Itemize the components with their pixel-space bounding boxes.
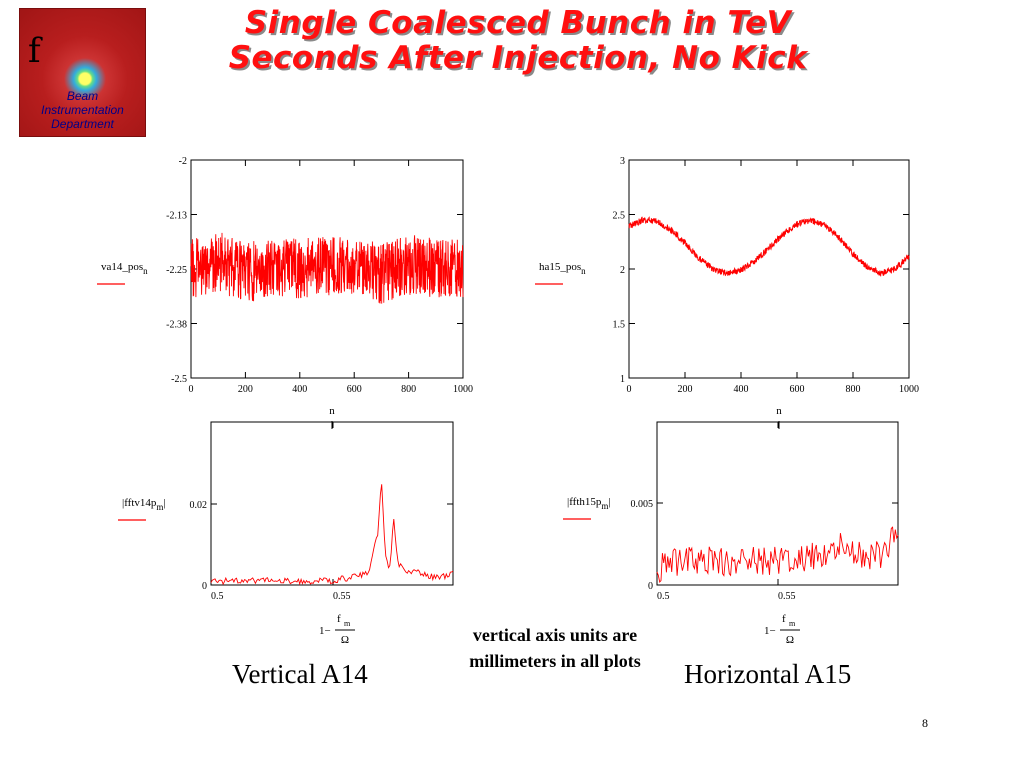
y-tick-label: 0.005 — [631, 499, 654, 510]
caption-horizontal: Horizontal A15 — [684, 659, 852, 689]
chart-3: 0.5 0.550.020|fftv14pm|1−f mΩ — [118, 421, 454, 646]
x-tick-label: 0.55 — [333, 591, 351, 602]
y-axis-label-name: va14_pos — [101, 261, 143, 273]
y-axis-label-name: ha15_pos — [539, 261, 581, 273]
x-tick-label: 0 — [189, 384, 194, 395]
x-tick-label: 200 — [238, 384, 253, 395]
x-axis-label-subscript: m — [789, 619, 796, 628]
y-axis-label: |ffth15pm| — [567, 496, 611, 511]
y-axis-label-name: ffth15p — [569, 496, 602, 508]
y-axis-label-subscript: n — [143, 266, 148, 276]
plot-frame — [210, 421, 454, 586]
y-tick-label: 0.02 — [190, 500, 208, 511]
x-axis-label: n — [776, 405, 782, 417]
y-axis-label-subscript: m — [156, 502, 163, 512]
y-tick-label: 1 — [620, 374, 625, 385]
x-tick-label: 200 — [678, 384, 693, 395]
x-tick-label: 0.5 — [211, 591, 224, 602]
x-axis-label-subscript: m — [344, 619, 351, 628]
y-tick-label: -2 — [179, 156, 187, 167]
logo-line-1: Beam — [66, 89, 99, 103]
x-tick-label: 0.55 — [778, 591, 796, 602]
y-tick-label: 0 — [648, 581, 653, 592]
y-tick-label: -2.25 — [166, 265, 187, 276]
logo-line-2: Instrumentation — [41, 103, 124, 117]
x-axis-label-denominator: Ω — [786, 634, 794, 646]
logo-line-3: Department — [51, 117, 114, 131]
y-tick-label: 1.5 — [613, 320, 626, 331]
x-tick-label: 400 — [734, 384, 749, 395]
x-tick-label: 600 — [347, 384, 362, 395]
x-axis-label-numerator: f — [337, 613, 341, 625]
beam-instrumentation-logo: f Beam Instrumentation Department — [19, 8, 146, 137]
x-axis-label-denominator: Ω — [341, 634, 349, 646]
x-tick-label: 400 — [292, 384, 307, 395]
page-number: 8 — [922, 716, 928, 730]
series-line — [628, 216, 910, 277]
slide-title: Single Coalesced Bunch in TeV Seconds Af… — [150, 6, 886, 76]
x-tick-label: 600 — [790, 384, 805, 395]
y-axis-label-subscript: m — [601, 501, 608, 511]
y-axis-label-name: fftv14p — [124, 497, 157, 509]
y-axis-label: ha15_posn — [539, 261, 586, 276]
slide-title-line-1: Single Coalesced Bunch in TeV — [244, 5, 792, 41]
y-axis-label: va14_posn — [101, 261, 148, 276]
slide-title-line-2: Seconds After Injection, No Kick — [228, 40, 808, 76]
y-tick-label: -2.38 — [166, 320, 187, 331]
y-tick-label: 2 — [620, 265, 625, 276]
logo-text: Beam Instrumentation Department — [20, 89, 145, 131]
caption-vertical: Vertical A14 — [232, 659, 368, 689]
x-tick-label: 800 — [846, 384, 861, 395]
y-tick-label: -2.5 — [171, 374, 187, 385]
units-note: vertical axis units are millimeters in a… — [469, 625, 641, 671]
chart-1: 0 200 400 600 800 1000 -2 -2.13 -2.25 -2.38 -2.5 va… — [97, 156, 473, 429]
y-tick-label: -2.13 — [166, 211, 187, 222]
x-axis-label-numerator: f — [782, 613, 786, 625]
series-line — [190, 232, 464, 304]
y-tick-label: 2.5 — [613, 211, 626, 222]
x-tick-label: 1000 — [453, 384, 473, 395]
y-axis-label-bar: | — [122, 497, 124, 509]
x-tick-label: 0.5 — [657, 591, 670, 602]
x-tick-label: 800 — [401, 384, 416, 395]
y-axis-label-bar: | — [163, 497, 165, 509]
series-line — [210, 484, 454, 586]
x-tick-label: 1000 — [899, 384, 919, 395]
y-axis-label-bar: | — [567, 496, 569, 508]
logo-letter: f — [28, 31, 41, 71]
y-axis-label-subscript: n — [581, 266, 586, 276]
x-tick-label: 0 — [627, 384, 632, 395]
y-axis-label: |fftv14pm| — [122, 497, 166, 512]
y-axis-label-bar: | — [608, 496, 610, 508]
y-tick-label: 3 — [620, 156, 625, 167]
series-line — [656, 526, 899, 583]
x-axis-label: 1− — [319, 625, 331, 637]
y-tick-label: 0 — [202, 581, 207, 592]
x-axis-label: 1− — [764, 625, 776, 637]
x-axis-label: n — [329, 405, 335, 417]
